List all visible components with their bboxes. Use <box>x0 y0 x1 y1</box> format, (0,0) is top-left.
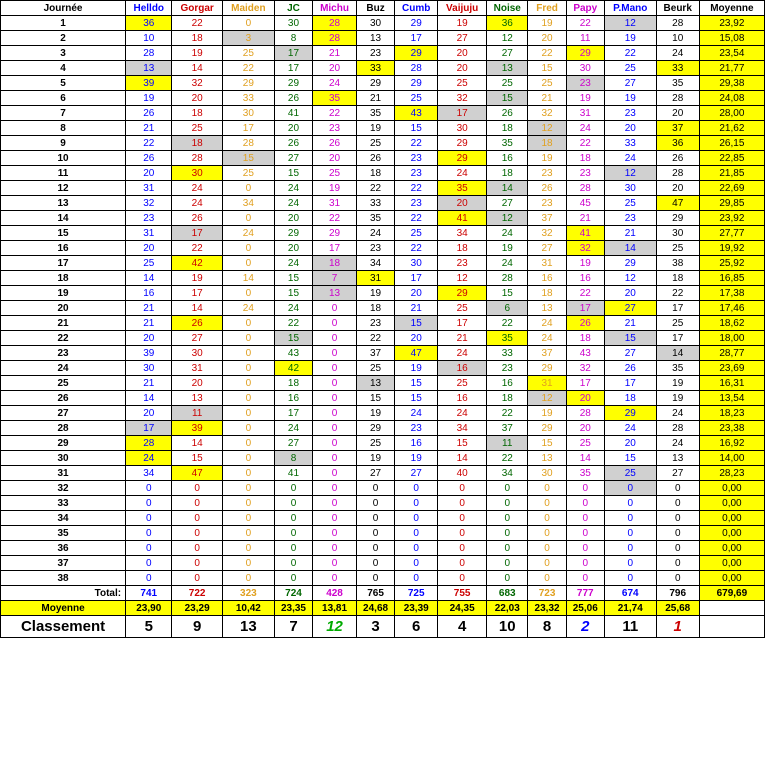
col-header: Papy <box>566 1 604 16</box>
col-header: P.Mano <box>604 1 656 16</box>
col-header: Maiden <box>222 1 274 16</box>
col-header: Helldo <box>126 1 172 16</box>
col-header: Noise <box>487 1 528 16</box>
col-header: Fred <box>528 1 566 16</box>
col-header: Buz <box>356 1 394 16</box>
col-header: Beurk <box>656 1 699 16</box>
col-header: Moyenne <box>699 1 764 16</box>
col-header: Gorgar <box>172 1 222 16</box>
col-header: Vaijuju <box>438 1 487 16</box>
col-header: JC <box>274 1 312 16</box>
col-header: Michu <box>313 1 357 16</box>
col-header: Journée <box>1 1 126 16</box>
data-table: JournéeHelldoGorgarMaidenJCMichuBuzCumbV… <box>0 0 765 638</box>
col-header: Cumb <box>395 1 438 16</box>
